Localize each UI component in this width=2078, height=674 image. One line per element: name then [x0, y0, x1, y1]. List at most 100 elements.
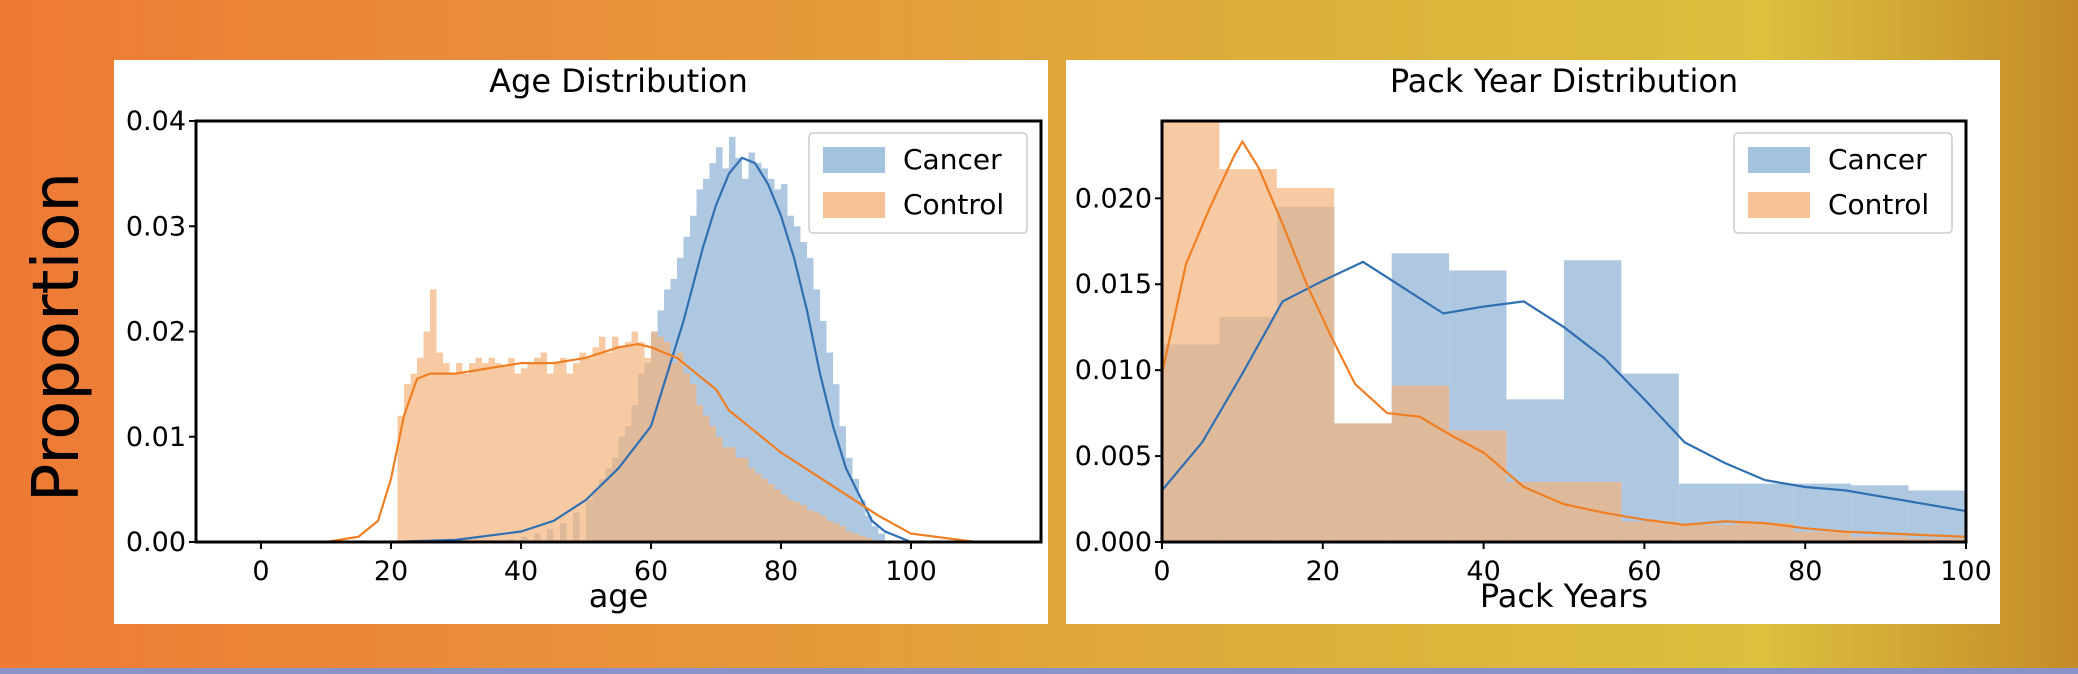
control-histogram-bar [443, 363, 450, 542]
x-axis-title: Pack Years [1480, 577, 1648, 615]
plot-area [325, 136, 977, 542]
control-histogram-bar [560, 357, 567, 542]
y-tick-label: 0.010 [1075, 355, 1152, 386]
control-histogram-bar [488, 357, 495, 542]
cancer-density-line [390, 156, 976, 542]
control-histogram-bar [839, 526, 846, 542]
pack-year-distribution-chart: 0 20 40 60 80 100 0.000 0.005 0.010 0.015 0.020 Pac… [1075, 62, 1992, 615]
x-tick-label: 60 [634, 556, 668, 587]
control-histogram-bar [657, 336, 664, 542]
cancer-histogram-bar [813, 289, 820, 542]
control-histogram-bar [1851, 536, 1909, 542]
control-histogram-bar [800, 505, 807, 542]
x-tick-label: 0 [252, 556, 269, 587]
x-axis-title: age [589, 577, 649, 615]
x-tick-label: 60 [1627, 556, 1661, 587]
control-histogram-bar [696, 405, 703, 542]
control-histogram-bar [820, 515, 827, 542]
y-tick-label: 0.03 [126, 211, 186, 242]
proportion-axis-label: Proportion [20, 171, 94, 503]
control-histogram-bar [579, 352, 586, 542]
control-histogram-bar [716, 436, 723, 542]
control-histogram-bar [807, 510, 814, 542]
control-legend-swatch [823, 192, 885, 218]
x-tick-label: 20 [1306, 556, 1340, 587]
cancer-histogram-bar [742, 178, 749, 542]
control-histogram-bar [397, 415, 404, 542]
cancer-histogram-bar [794, 226, 801, 542]
cancer-histogram-bar [1621, 373, 1679, 542]
control-histogram-bar [826, 520, 833, 542]
control-density-line [1162, 139, 1966, 538]
cancer-histogram-bar [1908, 490, 1966, 542]
control-histogram-bar [1908, 538, 1966, 542]
proportion-label-container: Proportion [0, 0, 114, 674]
control-histogram-bar [410, 373, 417, 542]
control-histogram-bar [534, 357, 541, 542]
control-histogram-bar [703, 415, 710, 542]
control-histogram-bar [469, 363, 476, 542]
x-tick-label: 80 [764, 556, 798, 587]
chart-title: Pack Year Distribution [1390, 62, 1738, 100]
control-histogram-bar [501, 365, 508, 542]
control-histogram-bar [735, 457, 742, 542]
control-histogram-bar [631, 331, 638, 542]
control-histogram-bar [683, 373, 690, 542]
cancer-histogram-bar [703, 178, 710, 542]
x-tick-label: 100 [885, 556, 937, 587]
cancer-histogram-bar [878, 533, 885, 542]
chart-title: Age Distribution [489, 62, 748, 100]
cancer-histogram-bar [787, 215, 794, 542]
control-histogram-bar [722, 447, 729, 542]
control-histogram-bar [592, 347, 599, 542]
control-histogram-bar [618, 347, 625, 542]
control-histogram-bar [573, 363, 580, 542]
control-histogram-bar [625, 342, 632, 542]
y-tick-label: 0.005 [1075, 441, 1152, 472]
cancer-histogram-bar [690, 215, 697, 542]
cancer-histogram-bar [755, 163, 762, 542]
cancer-histogram-bar [761, 168, 768, 542]
control-histogram-bar [774, 489, 781, 542]
control-histogram-bar [690, 384, 697, 542]
control-histogram-bar [404, 384, 411, 542]
y-tick-label: 0.00 [126, 527, 186, 558]
control-histogram-bar [605, 352, 612, 542]
cancer-histogram-bar [800, 242, 807, 542]
control-histogram-bar [781, 494, 788, 542]
control-histogram-bar [729, 447, 736, 542]
cancer-histogram-bar [846, 457, 853, 542]
x-tick-label: 80 [1788, 556, 1822, 587]
control-histogram-bar [508, 357, 515, 542]
control-histogram-bar [540, 352, 547, 542]
y-tick-label: 0.02 [126, 317, 186, 348]
cancer-histogram-bar [709, 163, 716, 542]
x-tick-label: 40 [1466, 556, 1500, 587]
bottom-divider [0, 668, 2078, 674]
control-histogram-bar [1334, 423, 1392, 542]
age-distribution-chart: 0 20 40 60 80 100 0.00 0.01 0.02 0.03 0.04 Age Dist… [126, 62, 1043, 615]
control-histogram-bar [709, 426, 716, 542]
control-histogram-bar [482, 363, 489, 542]
cancer-histogram-bar [735, 157, 742, 542]
control-histogram-bar [475, 357, 482, 542]
x-tick-label: 20 [374, 556, 408, 587]
control-legend-label: Control [1828, 188, 1929, 221]
control-histogram-bar [1793, 531, 1852, 542]
control-histogram-bar [599, 336, 606, 542]
control-histogram-bar [566, 373, 573, 542]
age-distribution-panel: 0 20 40 60 80 100 0.00 0.01 0.02 0.03 0.04 Age Dist… [114, 60, 1048, 624]
control-histogram-bar [846, 531, 853, 542]
cancer-density-line [1162, 260, 1966, 513]
control-density-line [325, 342, 977, 542]
control-legend-swatch [1748, 192, 1810, 218]
control-histogram-bar [852, 533, 859, 542]
control-histogram-bar [1449, 430, 1507, 542]
cancer-histogram-bar [716, 147, 723, 542]
cancer-legend-swatch [1748, 147, 1810, 173]
cancer-histogram-bar [722, 168, 729, 542]
cancer-histogram-bar [859, 499, 866, 542]
control-histogram-bar [742, 457, 749, 542]
cancer-legend-swatch [823, 147, 885, 173]
control-histogram-bar [1678, 524, 1737, 542]
